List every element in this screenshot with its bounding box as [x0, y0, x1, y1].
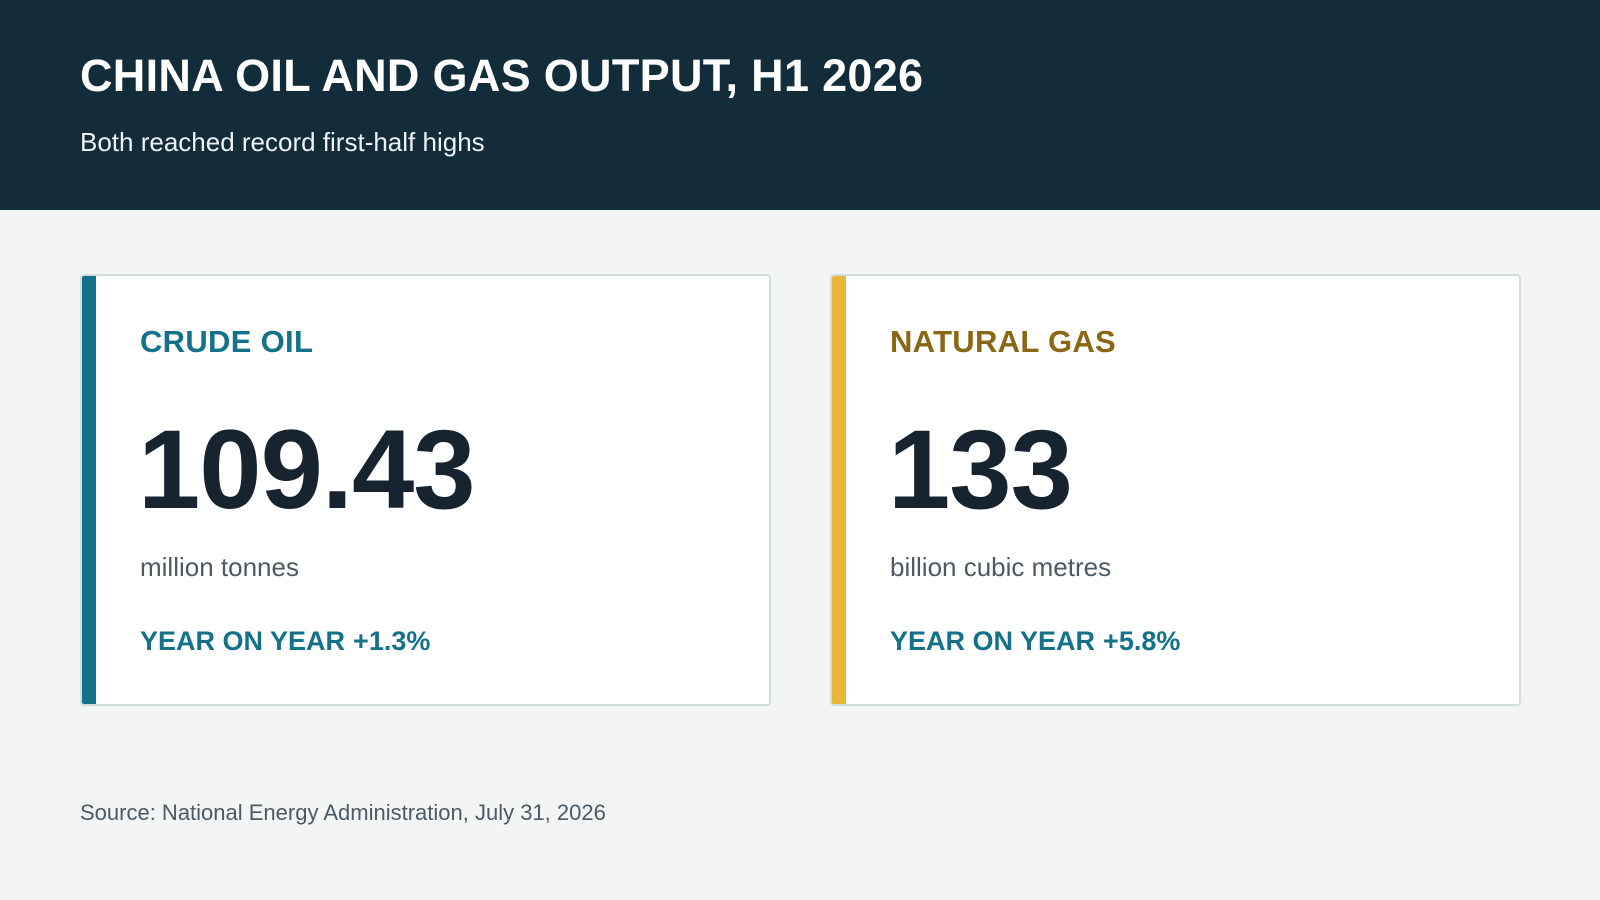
natural-gas-yoy: YEAR ON YEAR +5.8% [890, 626, 1180, 657]
crude-oil-yoy: YEAR ON YEAR +1.3% [140, 626, 430, 657]
crude-oil-label: CRUDE OIL [140, 324, 314, 359]
crude-oil-yoy-label: YEAR ON YEAR [140, 626, 346, 656]
natural-gas-accent-bar [832, 276, 846, 704]
natural-gas-label: NATURAL GAS [890, 324, 1117, 359]
source-note: Source: National Energy Administration, … [80, 800, 606, 825]
natural-gas-yoy-value: +5.8% [1103, 626, 1181, 656]
crude-oil-card: CRUDE OIL 109.43 million tonnes YEAR ON … [80, 274, 771, 706]
header-banner: CHINA OIL AND GAS OUTPUT, H1 2026 Both r… [0, 0, 1600, 210]
crude-oil-accent-bar [82, 276, 96, 704]
natural-gas-yoy-label: YEAR ON YEAR [890, 626, 1096, 656]
natural-gas-unit: billion cubic metres [890, 552, 1112, 582]
page-title: CHINA OIL AND GAS OUTPUT, H1 2026 [80, 50, 924, 101]
crude-oil-unit: million tonnes [140, 552, 299, 582]
natural-gas-value: 133 [888, 407, 1073, 532]
natural-gas-card: NATURAL GAS 133 billion cubic metres YEA… [830, 274, 1521, 706]
crude-oil-yoy-value: +1.3% [353, 626, 431, 656]
page-subtitle: Both reached record first-half highs [80, 127, 485, 157]
crude-oil-value: 109.43 [138, 407, 476, 532]
